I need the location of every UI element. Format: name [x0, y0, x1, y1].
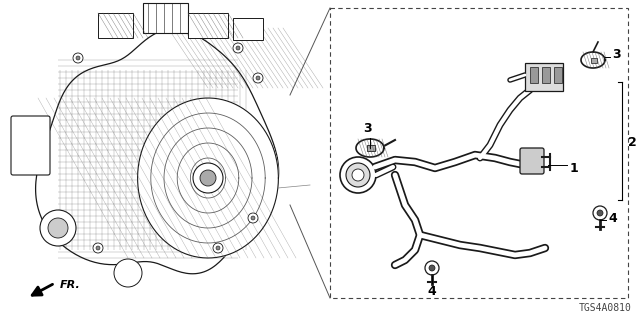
Circle shape	[256, 76, 260, 80]
Circle shape	[346, 163, 370, 187]
Circle shape	[76, 56, 80, 60]
Bar	[188, 13, 228, 38]
Text: 4: 4	[428, 285, 436, 298]
Text: FR.: FR.	[60, 280, 81, 290]
Bar	[542, 67, 550, 83]
Circle shape	[213, 243, 223, 253]
Circle shape	[114, 259, 142, 287]
FancyBboxPatch shape	[11, 116, 50, 175]
Text: 2: 2	[628, 137, 637, 149]
Circle shape	[233, 43, 243, 53]
Bar	[367, 145, 375, 151]
Circle shape	[200, 170, 216, 186]
Circle shape	[193, 163, 223, 193]
Bar	[530, 67, 538, 83]
Circle shape	[593, 206, 607, 220]
Circle shape	[40, 210, 76, 246]
Circle shape	[429, 265, 435, 271]
Circle shape	[48, 218, 68, 238]
Bar	[233, 18, 263, 40]
Text: 3: 3	[612, 49, 621, 61]
Circle shape	[216, 246, 220, 250]
Circle shape	[93, 243, 103, 253]
Polygon shape	[36, 29, 278, 274]
Circle shape	[425, 261, 439, 275]
Circle shape	[248, 213, 258, 223]
Bar	[98, 13, 133, 38]
Circle shape	[96, 246, 100, 250]
Circle shape	[251, 216, 255, 220]
Circle shape	[340, 157, 376, 193]
Bar	[591, 58, 597, 63]
Text: 1: 1	[570, 162, 579, 174]
Polygon shape	[138, 98, 278, 258]
Circle shape	[73, 53, 83, 63]
Circle shape	[352, 169, 364, 181]
Circle shape	[597, 210, 603, 216]
Text: 4: 4	[608, 212, 617, 225]
Bar	[143, 3, 188, 33]
Circle shape	[253, 73, 263, 83]
Circle shape	[236, 46, 240, 50]
Bar	[330, 8, 628, 298]
Bar	[554, 67, 562, 83]
Bar	[525, 63, 563, 91]
FancyBboxPatch shape	[520, 148, 544, 174]
Text: TGS4A0810: TGS4A0810	[579, 303, 632, 313]
Text: 3: 3	[364, 122, 372, 135]
